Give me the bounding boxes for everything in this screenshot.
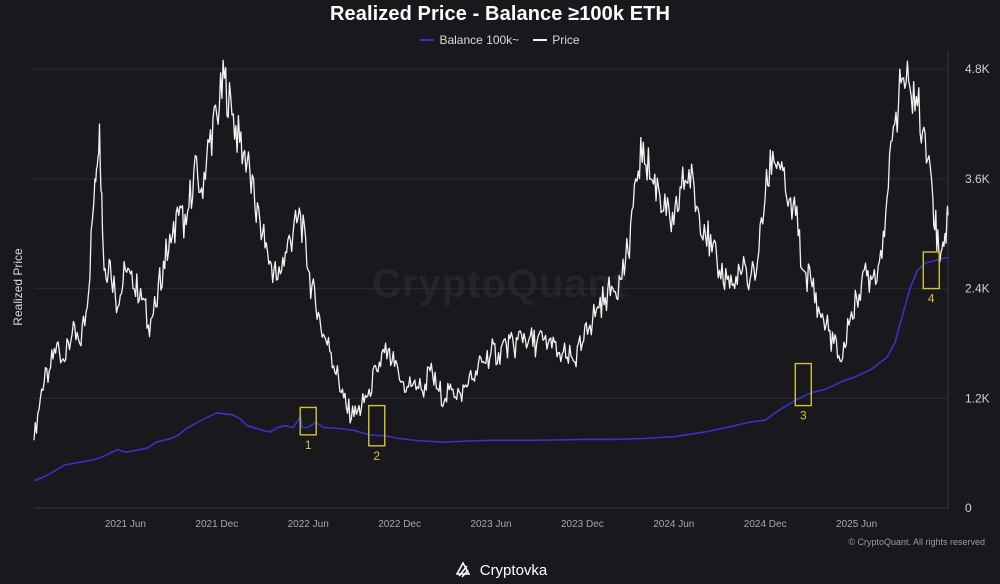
legend-swatch-price bbox=[533, 39, 548, 41]
annotation-box bbox=[299, 406, 317, 436]
copyright: © CryptoQuant. All rights reserved bbox=[848, 537, 985, 547]
cryptovka-logo-icon bbox=[455, 561, 471, 578]
y-tick-label: 4.8K bbox=[965, 62, 990, 76]
brand-name: Cryptovka bbox=[479, 561, 548, 579]
y-tick-label: 3.6K bbox=[965, 172, 990, 186]
annotation-label: 3 bbox=[800, 409, 807, 423]
x-tick-label: 2023 Dec bbox=[561, 519, 604, 530]
x-tick-label: 2022 Jun bbox=[288, 519, 329, 530]
x-tick-label: 2024 Dec bbox=[744, 519, 787, 530]
annotation-box bbox=[368, 404, 386, 447]
x-tick-label: 2022 Dec bbox=[378, 519, 421, 530]
legend-item-balance[interactable]: Balance 100k~ bbox=[420, 33, 519, 47]
watermark: CryptoQuant bbox=[372, 262, 628, 306]
y-tick-label: 0 bbox=[965, 501, 972, 515]
series-line-price bbox=[33, 59, 949, 441]
legend-item-price[interactable]: Price bbox=[533, 33, 580, 47]
x-tick-label: 2025 Jun bbox=[836, 519, 877, 530]
annotation-label: 1 bbox=[305, 438, 312, 452]
legend-swatch-balance bbox=[420, 39, 435, 41]
x-tick-label: 2023 Jun bbox=[470, 519, 511, 530]
y-tick-label: 1.2K bbox=[965, 391, 990, 405]
annotation-box bbox=[922, 251, 940, 290]
x-tick-label: 2021 Dec bbox=[195, 519, 238, 530]
annotation-label: 2 bbox=[373, 449, 380, 463]
y-axis-label: Realized Price bbox=[11, 248, 25, 326]
y-tick-label: 2.4K bbox=[965, 282, 990, 296]
annotation-box bbox=[794, 362, 812, 407]
legend-label-price: Price bbox=[552, 33, 580, 47]
chart-title: Realized Price - Balance ≥100k ETH bbox=[329, 3, 671, 25]
legend-label-balance: Balance 100k~ bbox=[439, 33, 520, 47]
brand: Cryptovka bbox=[0, 560, 1000, 580]
legend: Balance 100k~ Price bbox=[0, 33, 1000, 47]
x-tick-label: 2021 Jun bbox=[105, 519, 146, 530]
series-line-balance bbox=[33, 256, 949, 482]
x-tick-label: 2024 Jun bbox=[653, 519, 694, 530]
annotation-label: 4 bbox=[928, 292, 935, 306]
